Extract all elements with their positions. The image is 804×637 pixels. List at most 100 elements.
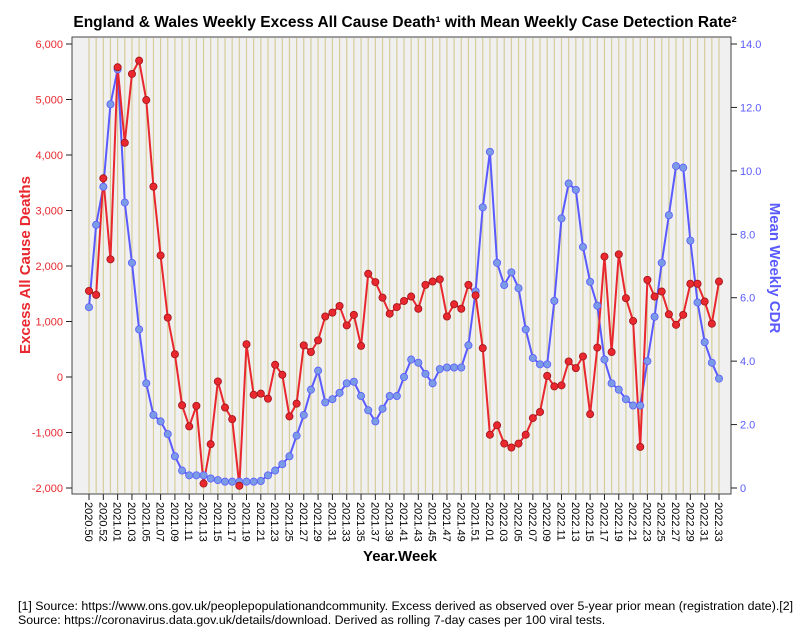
cdr-point — [85, 303, 94, 312]
cdr-point — [306, 385, 315, 394]
x-tick-label: 2021.47 — [440, 502, 452, 542]
x-tick-label: 2022.27 — [669, 502, 681, 542]
y2-tick-label: 0 — [740, 483, 746, 495]
excess-deaths-point — [249, 390, 258, 399]
cdr-point — [228, 477, 237, 486]
cdr-point — [571, 185, 580, 194]
y2-tick-label: 2.0 — [740, 420, 755, 432]
cdr-point — [249, 477, 258, 486]
excess-deaths-point — [156, 251, 165, 260]
cdr-point — [163, 430, 172, 439]
x-tick-label: 2021.37 — [368, 502, 380, 542]
excess-deaths-point — [457, 304, 466, 313]
x-tick-label: 2022.23 — [640, 502, 652, 542]
excess-deaths-point — [192, 401, 201, 410]
chart-title: England & Wales Weekly Excess All Cause … — [73, 14, 736, 31]
excess-deaths-point — [85, 286, 94, 295]
cdr-point — [543, 360, 552, 369]
excess-deaths-point — [242, 340, 251, 349]
cdr-point — [500, 281, 509, 290]
cdr-point — [135, 325, 144, 334]
x-tick-label: 2022.09 — [540, 502, 552, 542]
x-tick-label: 2021.43 — [411, 502, 423, 542]
excess-deaths-point — [342, 321, 351, 330]
excess-deaths-point — [700, 297, 709, 306]
cdr-point — [650, 312, 659, 321]
excess-deaths-point — [621, 294, 630, 303]
excess-deaths-point — [600, 252, 609, 261]
chart: England & Wales Weekly Excess All Cause … — [17, 14, 783, 565]
excess-deaths-point — [149, 182, 158, 191]
excess-deaths-point — [707, 319, 716, 328]
cdr-point — [328, 395, 337, 404]
y2-tick-label: 6.0 — [740, 293, 755, 305]
excess-deaths-point — [536, 407, 545, 416]
cdr-point — [213, 476, 222, 485]
cdr-point — [263, 471, 272, 480]
x-tick-label: 2022.11 — [555, 502, 567, 541]
cdr-point — [478, 203, 487, 212]
excess-deaths-point — [99, 174, 108, 183]
excess-deaths-point — [292, 399, 301, 408]
x-tick-label: 2022.13 — [569, 502, 581, 542]
excess-deaths-point — [607, 348, 616, 357]
x-tick-label: 2021.51 — [469, 502, 481, 542]
x-tick-label: 2022.01 — [483, 502, 495, 542]
excess-deaths-point — [521, 430, 530, 439]
x-tick-label: 2021.19 — [240, 502, 252, 542]
x-tick-label: 2021.05 — [139, 502, 151, 542]
excess-deaths-point — [364, 269, 373, 278]
excess-deaths-point — [578, 352, 587, 361]
cdr-point — [686, 236, 695, 245]
y-tick-label: 3,000 — [35, 206, 63, 218]
y2-tick-label: 10.0 — [740, 166, 761, 178]
excess-deaths-point — [693, 279, 702, 288]
x-tick-label: 2021.17 — [225, 502, 237, 542]
x-tick-label: 2021.41 — [397, 502, 409, 542]
cdr-point — [607, 379, 616, 388]
x-tick-label: 2022.29 — [683, 502, 695, 542]
cdr-point — [127, 258, 136, 267]
cdr-point — [120, 198, 129, 207]
excess-deaths-point — [507, 443, 516, 452]
cdr-point — [385, 392, 394, 401]
excess-deaths-point — [213, 377, 222, 386]
x-tick-label: 2022.31 — [698, 502, 710, 542]
cdr-point — [414, 358, 423, 367]
cdr-point — [536, 360, 545, 369]
cdr-point — [450, 363, 459, 372]
cdr-point — [342, 379, 351, 388]
cdr-point — [371, 417, 380, 426]
excess-deaths-point — [392, 303, 401, 312]
y2-tick-label: 8.0 — [740, 229, 755, 241]
excess-deaths-point — [657, 287, 666, 296]
cdr-point — [707, 358, 716, 367]
x-tick-label: 2021.11 — [182, 502, 194, 541]
cdr-point — [636, 401, 645, 410]
cdr-point — [586, 277, 595, 286]
cdr-point — [392, 392, 401, 401]
x-tick-label: 2021.35 — [354, 502, 366, 542]
cdr-point — [206, 474, 215, 483]
cdr-point — [149, 411, 158, 420]
excess-deaths-point — [500, 439, 509, 448]
cdr-point — [564, 179, 573, 188]
excess-deaths-point — [256, 389, 265, 398]
x-tick-label: 2022.03 — [497, 502, 509, 542]
cdr-point — [378, 404, 387, 413]
y-tick-label: 6,000 — [35, 39, 63, 51]
cdr-point — [335, 388, 344, 397]
x-tick-label: 2020.52 — [96, 502, 108, 542]
x-tick-label: 2021.49 — [454, 502, 466, 542]
cdr-point — [92, 220, 101, 229]
cdr-point — [507, 268, 516, 277]
cdr-point — [357, 392, 366, 401]
excess-deaths-point — [636, 442, 645, 451]
excess-deaths-point — [586, 410, 595, 419]
y2-axis-label: Mean Weekly CDR — [766, 203, 783, 334]
cdr-point — [528, 353, 537, 362]
x-tick-label: 2021.21 — [254, 502, 266, 542]
cdr-point — [700, 338, 709, 347]
cdr-point — [600, 355, 609, 364]
excess-deaths-point — [407, 292, 416, 301]
